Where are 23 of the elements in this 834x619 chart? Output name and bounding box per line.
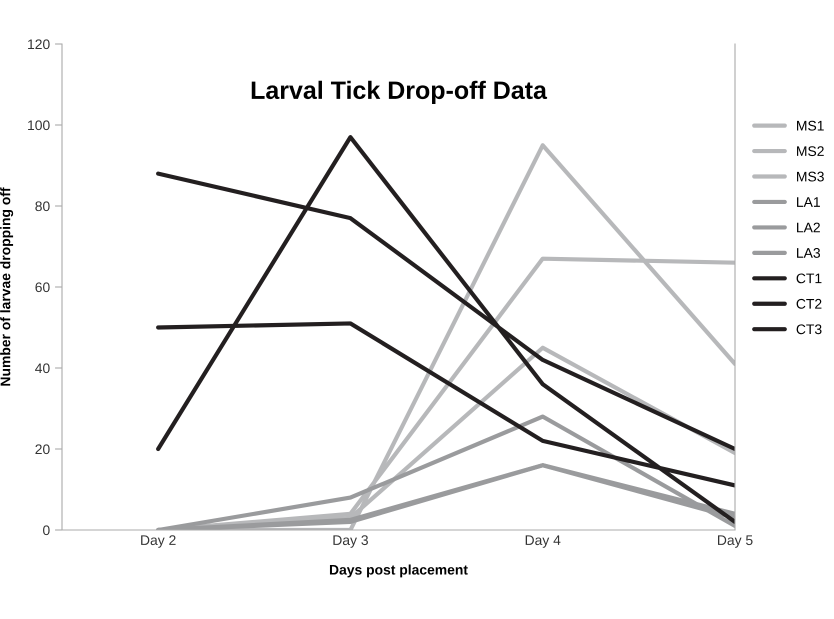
y-axis-title: Number of larvae dropping off [0,187,14,386]
y-tick-label: 80 [35,201,50,212]
x-tick-label: Day 4 [526,535,560,548]
x-tick-label: Day 5 [718,535,753,548]
y-tick-label: 0 [43,525,50,536]
text: Larval Tick Drop-off Data [252,80,548,104]
y-tick-label: 20 [35,444,50,454]
legend-label: MS3 [797,172,824,182]
y-tick-label: 100 [28,120,50,130]
legend-label: MS2 [797,146,824,156]
legend-label: CT3 [796,324,822,334]
legend-label: MS1 [797,120,824,131]
x-tick-label: Day 3 [333,535,368,548]
x-tick-label: Day 2 [141,535,176,548]
x-axis-title: Days post placement [330,564,468,578]
legend-label: CT2 [796,298,822,309]
legend-label: LA3 [797,248,820,258]
legend-label: LA2 [797,222,820,232]
legend-label: CT1 [796,273,822,284]
y-tick-label: 120 [28,39,50,50]
y-tick-label: 60 [35,282,50,292]
legend-label: LA1 [797,197,820,207]
y-tick-label: 40 [35,363,50,374]
